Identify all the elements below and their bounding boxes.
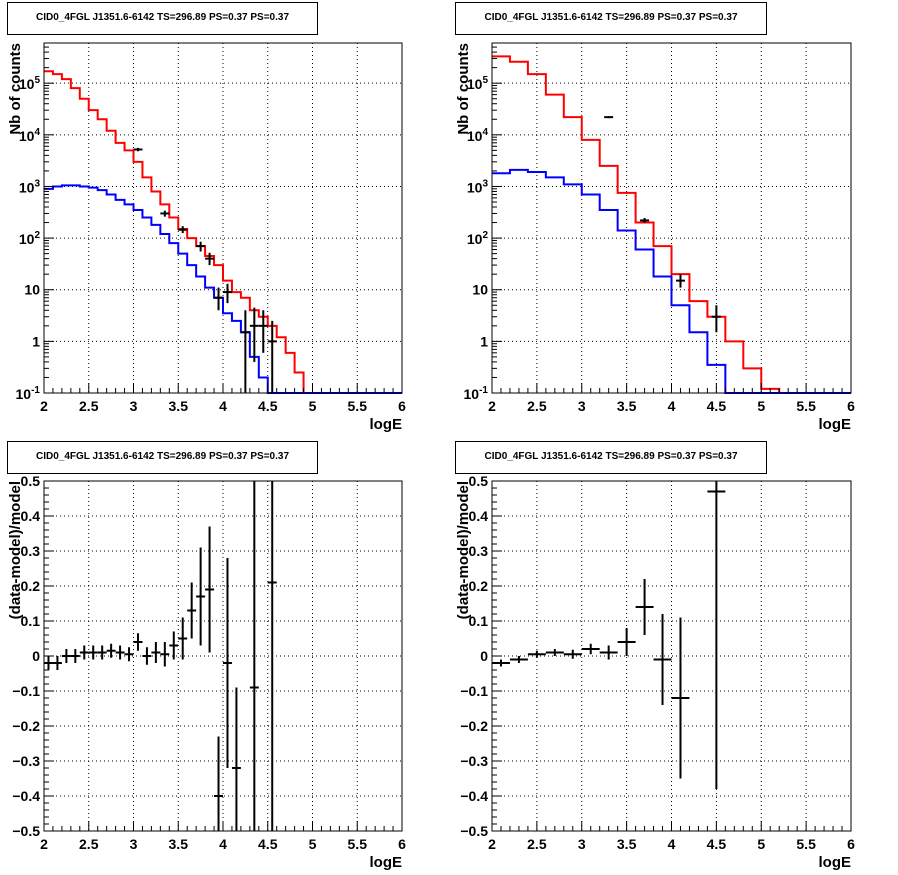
y-tick-label: 105 — [19, 75, 41, 92]
plot-panel — [491, 480, 852, 832]
x-tick-label: 2 — [488, 398, 496, 414]
x-tick-label: 4 — [219, 398, 227, 414]
y-tick-label: 0.4 — [469, 508, 489, 524]
x-tick-label: 4 — [668, 836, 676, 852]
x-tick-label: 2.5 — [79, 398, 99, 414]
x-tick-label: 2 — [40, 398, 48, 414]
y-tick-label: −0.2 — [460, 718, 488, 734]
y-tick-label: 103 — [19, 178, 41, 195]
y-axis-title: Nb of counts — [7, 43, 24, 135]
pad-title-top-left: CID0_4FGL J1351.6-6142 TS=296.89 PS=0.37… — [7, 2, 318, 35]
plot-panel — [491, 42, 852, 394]
x-tick-label: 6 — [398, 398, 406, 414]
pad-title-bottom-left: CID0_4FGL J1351.6-6142 TS=296.89 PS=0.37… — [7, 441, 318, 474]
x-tick-label: 5 — [309, 398, 317, 414]
x-tick-label: 3.5 — [617, 836, 637, 852]
x-axis-title: logE — [819, 854, 852, 871]
y-tick-label: −0.5 — [460, 823, 488, 839]
x-tick-label: 5.5 — [796, 836, 816, 852]
y-tick-label: 0.2 — [469, 578, 489, 594]
y-tick-label: −0.2 — [12, 718, 40, 734]
x-tick-label: 3 — [578, 398, 586, 414]
y-tick-label: −0.4 — [12, 788, 40, 804]
x-tick-label: 2 — [40, 836, 48, 852]
y-tick-label: 1 — [480, 333, 488, 349]
y-tick-label: 102 — [19, 230, 41, 247]
x-tick-label: 5 — [757, 398, 765, 414]
x-tick-label: 6 — [847, 836, 855, 852]
y-tick-label: 0.2 — [21, 578, 41, 594]
y-axis-title: (data-model)/model — [455, 481, 472, 619]
x-tick-label: 3 — [130, 836, 138, 852]
y-tick-label: 1 — [32, 333, 40, 349]
x-tick-label: 3 — [130, 398, 138, 414]
histogram-series — [492, 55, 851, 394]
x-tick-label: 5 — [309, 836, 317, 852]
x-tick-label: 2 — [488, 836, 496, 852]
y-tick-label: −0.5 — [12, 823, 40, 839]
y-tick-label: 0.5 — [21, 473, 41, 489]
x-tick-label: 4 — [219, 836, 227, 852]
y-tick-label: 10-1 — [16, 385, 41, 402]
x-tick-label: 3.5 — [169, 398, 189, 414]
y-tick-label: −0.3 — [460, 753, 488, 769]
x-tick-label: 5.5 — [796, 398, 816, 414]
x-tick-label: 5 — [757, 836, 765, 852]
plot-panel — [43, 42, 403, 394]
y-axis-title: (data-model)/model — [7, 481, 24, 619]
y-tick-label: 104 — [467, 127, 489, 144]
y-tick-label: 10-1 — [464, 385, 489, 402]
y-tick-label: 105 — [467, 75, 489, 92]
x-tick-label: 6 — [847, 398, 855, 414]
y-tick-label: 0.4 — [21, 508, 41, 524]
x-axis-title: logE — [370, 854, 403, 871]
y-tick-label: 0 — [480, 648, 488, 664]
y-tick-label: 0.1 — [469, 613, 489, 629]
y-tick-label: 102 — [467, 230, 489, 247]
y-tick-label: −0.3 — [12, 753, 40, 769]
x-tick-label: 2.5 — [527, 398, 547, 414]
x-tick-label: 3.5 — [617, 398, 637, 414]
y-tick-label: 0.1 — [21, 613, 41, 629]
x-tick-label: 4 — [668, 398, 676, 414]
y-tick-label: −0.1 — [460, 683, 488, 699]
plot-panel — [43, 480, 403, 832]
x-tick-label: 5.5 — [348, 836, 368, 852]
x-tick-label: 2.5 — [527, 836, 547, 852]
y-tick-label: 0.3 — [469, 543, 489, 559]
x-tick-label: 5.5 — [348, 398, 368, 414]
y-tick-label: 10 — [24, 282, 40, 298]
y-tick-label: 0.5 — [469, 473, 489, 489]
y-tick-label: −0.1 — [12, 683, 40, 699]
x-tick-label: 4.5 — [258, 836, 278, 852]
y-tick-label: 0 — [32, 648, 40, 664]
x-tick-label: 2.5 — [79, 836, 99, 852]
pad-title-bottom-right: CID0_4FGL J1351.6-6142 TS=296.89 PS=0.37… — [455, 441, 767, 474]
x-tick-label: 6 — [398, 836, 406, 852]
x-axis-title: logE — [819, 416, 852, 433]
x-tick-label: 4.5 — [258, 398, 278, 414]
histogram-series — [44, 184, 402, 394]
x-tick-label: 3 — [578, 836, 586, 852]
x-axis-title: logE — [370, 416, 403, 433]
y-tick-label: 104 — [19, 127, 41, 144]
pad-title-top-right: CID0_4FGL J1351.6-6142 TS=296.89 PS=0.37… — [455, 2, 767, 35]
y-axis-title: Nb of counts — [455, 43, 472, 135]
x-tick-label: 4.5 — [707, 398, 727, 414]
y-tick-label: 10 — [472, 282, 488, 298]
y-tick-label: −0.4 — [460, 788, 488, 804]
y-tick-label: 103 — [467, 178, 489, 195]
y-tick-label: 0.3 — [21, 543, 41, 559]
x-tick-label: 4.5 — [707, 836, 727, 852]
x-tick-label: 3.5 — [169, 836, 189, 852]
